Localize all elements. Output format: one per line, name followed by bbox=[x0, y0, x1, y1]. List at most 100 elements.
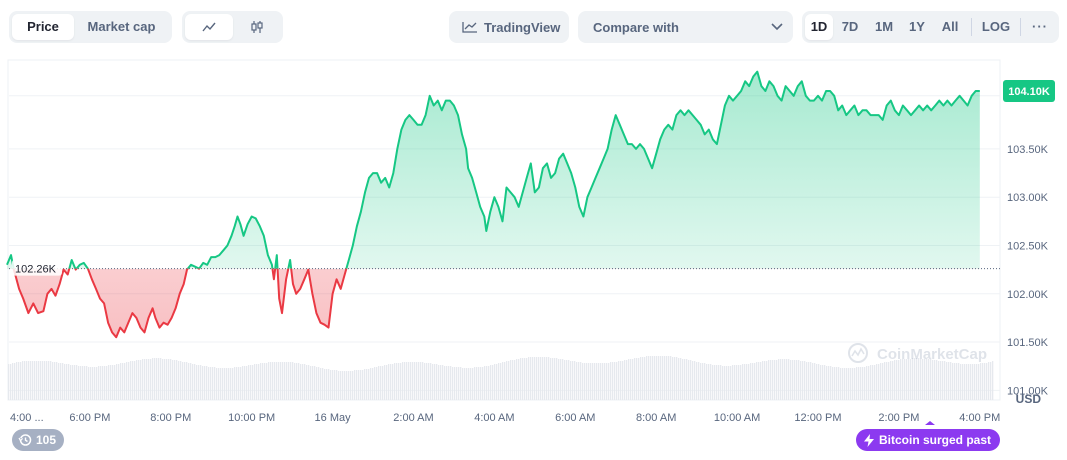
volume-bar bbox=[650, 356, 652, 400]
volume-bar bbox=[304, 364, 306, 400]
volume-bar bbox=[68, 364, 70, 400]
volume-bar bbox=[276, 362, 278, 400]
volume-bar bbox=[328, 369, 330, 400]
compare-with-label: Compare with bbox=[593, 19, 679, 35]
volume-bar bbox=[718, 365, 720, 400]
tab-price[interactable]: Price bbox=[12, 14, 74, 40]
volume-bar bbox=[260, 363, 262, 400]
volume-bar bbox=[824, 365, 826, 400]
range-divider bbox=[1020, 18, 1021, 36]
volume-bar bbox=[206, 366, 208, 400]
volume-bar bbox=[342, 371, 344, 400]
volume-bar bbox=[676, 357, 678, 400]
volume-bar bbox=[658, 356, 660, 400]
volume-bar bbox=[440, 365, 442, 400]
volume-bar bbox=[916, 358, 918, 400]
volume-bar bbox=[962, 364, 964, 400]
volume-bar bbox=[406, 362, 408, 400]
volume-bar bbox=[240, 367, 242, 400]
more-options-button[interactable]: ··· bbox=[1032, 19, 1048, 34]
volume-bar bbox=[794, 360, 796, 400]
volume-bar bbox=[462, 368, 464, 400]
volume-bar bbox=[766, 361, 768, 400]
volume-bar bbox=[274, 362, 276, 400]
volume-bar bbox=[576, 362, 578, 400]
volume-bar bbox=[358, 370, 360, 400]
volume-bar bbox=[138, 360, 140, 400]
volume-bar bbox=[978, 364, 980, 400]
volume-bar bbox=[374, 367, 376, 400]
volume-bar bbox=[806, 362, 808, 400]
volume-bar bbox=[692, 361, 694, 400]
volume-bar bbox=[716, 365, 718, 400]
range-all[interactable]: All bbox=[941, 19, 959, 34]
volume-bar bbox=[944, 361, 946, 400]
volume-bar bbox=[804, 361, 806, 400]
volume-bar bbox=[430, 363, 432, 400]
volume-bar bbox=[312, 366, 314, 400]
volume-bar bbox=[302, 364, 304, 400]
volume-bar bbox=[178, 361, 180, 400]
log-scale-toggle[interactable]: LOG bbox=[981, 19, 1011, 34]
volume-bar bbox=[284, 362, 286, 400]
line-chart-button[interactable] bbox=[185, 14, 233, 40]
volume-bar bbox=[494, 364, 496, 400]
range-1y[interactable]: 1Y bbox=[909, 19, 925, 34]
volume-bar bbox=[478, 367, 480, 400]
volume-bar bbox=[210, 367, 212, 400]
volume-bar bbox=[272, 362, 274, 400]
volume-bar bbox=[754, 363, 756, 400]
volume-bar bbox=[550, 358, 552, 400]
news-badge[interactable]: Bitcoin surged past ... bbox=[856, 429, 1000, 451]
volume-bar bbox=[238, 367, 240, 400]
volume-bar bbox=[368, 369, 370, 400]
volume-bar bbox=[910, 359, 912, 400]
volume-bar bbox=[638, 358, 640, 400]
volume-bar bbox=[984, 363, 986, 400]
volume-bar bbox=[890, 361, 892, 400]
volume-bar bbox=[688, 360, 690, 400]
volume-bar bbox=[730, 366, 732, 400]
volume-bar bbox=[50, 361, 52, 400]
volume-bar bbox=[458, 367, 460, 400]
volume-bar bbox=[778, 359, 780, 400]
events-badge[interactable]: 105 bbox=[12, 429, 65, 451]
volume-bar bbox=[20, 362, 22, 400]
range-1d[interactable]: 1D bbox=[805, 14, 833, 40]
volume-bar bbox=[558, 359, 560, 400]
volume-bar bbox=[966, 364, 968, 400]
volume-bar bbox=[578, 362, 580, 400]
x-tick-label: 16 May bbox=[315, 412, 352, 424]
volume-bar bbox=[726, 366, 728, 400]
volume-bar bbox=[102, 366, 104, 400]
volume-bar bbox=[170, 359, 172, 400]
volume-bar bbox=[610, 362, 612, 400]
volume-bar bbox=[626, 360, 628, 400]
volume-bar bbox=[148, 359, 150, 400]
volume-bar bbox=[194, 364, 196, 400]
tradingview-button[interactable]: TradingView bbox=[449, 11, 569, 43]
range-7d[interactable]: 7D bbox=[841, 19, 859, 34]
volume-bar bbox=[14, 363, 16, 400]
volume-bar bbox=[176, 360, 178, 400]
candlestick-button[interactable] bbox=[233, 14, 280, 40]
tab-market-cap[interactable]: Market cap bbox=[87, 19, 156, 34]
volume-bar bbox=[818, 364, 820, 400]
range-1m[interactable]: 1M bbox=[874, 19, 894, 34]
volume-bar bbox=[130, 361, 132, 400]
volume-bar bbox=[614, 362, 616, 400]
volume-bar bbox=[432, 364, 434, 400]
volume-bar bbox=[580, 362, 582, 400]
volume-bar bbox=[42, 361, 44, 400]
volume-bar bbox=[624, 360, 626, 400]
volume-bar bbox=[372, 368, 374, 400]
volume-bar bbox=[852, 368, 854, 400]
compare-with-select[interactable]: Compare with bbox=[578, 11, 793, 43]
volume-bar bbox=[502, 362, 504, 400]
history-icon bbox=[18, 434, 32, 446]
x-tick-label: 2:00 AM bbox=[393, 412, 433, 424]
volume-bar bbox=[906, 359, 908, 400]
volume-bar bbox=[306, 365, 308, 400]
x-tick-label: 4:00 PM bbox=[959, 412, 1000, 424]
